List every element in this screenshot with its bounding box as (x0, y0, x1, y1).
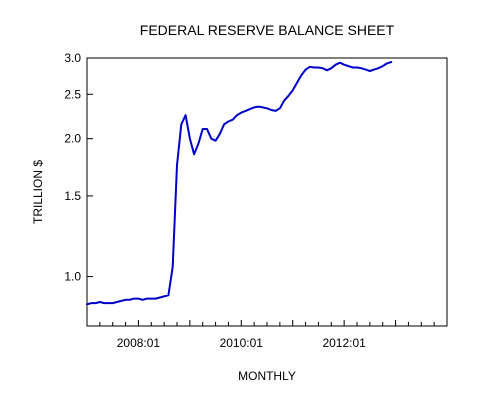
y-axis-label: TRILLION $ (31, 160, 45, 224)
plot-frame (86, 57, 448, 327)
y-tick-label: 1.0 (64, 270, 81, 284)
x-tick-label: 2010:01 (220, 336, 264, 350)
x-tick-label: 2008:01 (117, 336, 161, 350)
x-axis-ticks: 2008:01 2010:01 2012:01 (86, 320, 448, 350)
y-axis-ticks: 1.0 1.5 2.0 2.5 3.0 (64, 51, 93, 284)
y-tick-label: 2.5 (64, 87, 81, 101)
chart-title: FEDERAL RESERVE BALANCE SHEET (140, 22, 395, 38)
y-tick-label: 2.0 (64, 132, 81, 146)
series-line (86, 61, 393, 306)
y-tick-label: 3.0 (64, 51, 81, 65)
x-axis-label: MONTHLY (238, 369, 296, 383)
y-tick-label: 1.5 (64, 189, 81, 203)
x-tick-label: 2012:01 (322, 336, 366, 350)
